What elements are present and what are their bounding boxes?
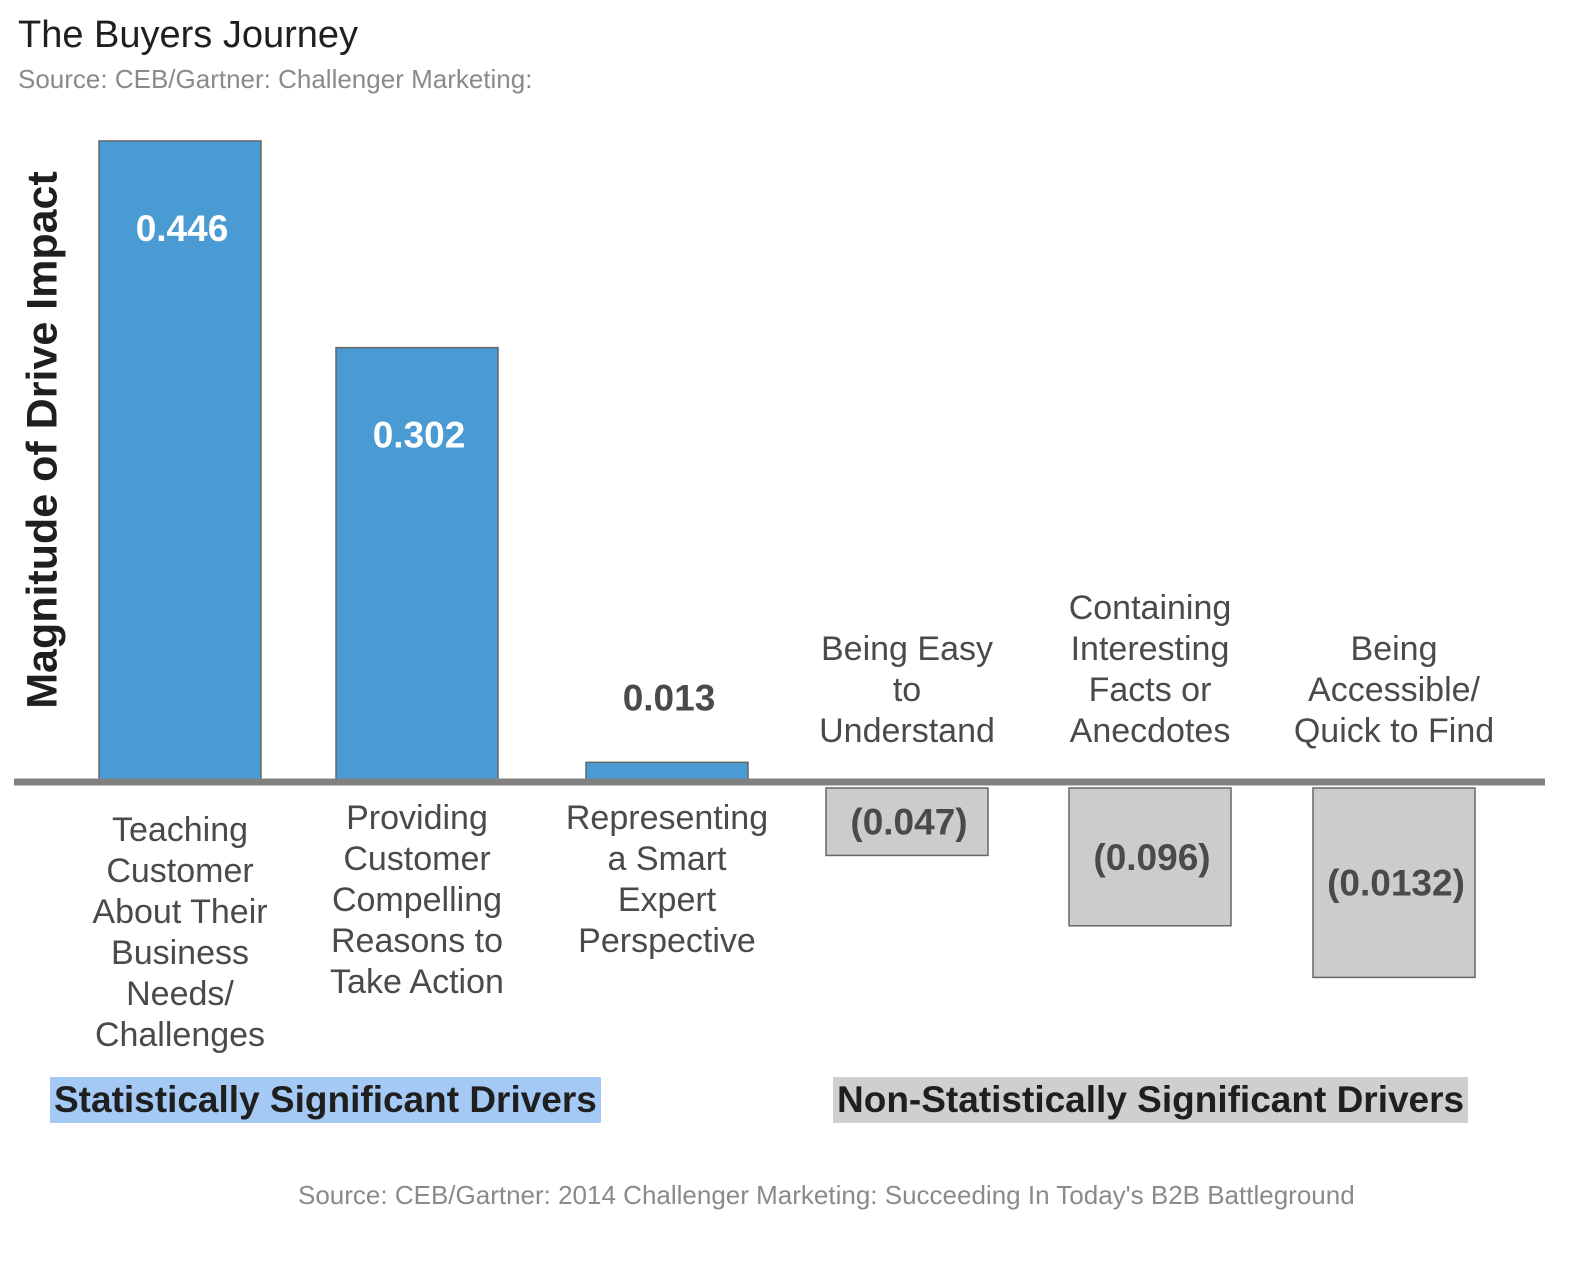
category-label: Providing Customer Compelling Reasons to Tak… <box>292 798 542 1003</box>
category-label: Representing a Smart Expert Perspective <box>542 798 792 962</box>
category-label-line: Quick to Find <box>1293 712 1495 750</box>
category-label-line: Understand <box>819 712 995 750</box>
category-label-line: to <box>892 671 922 709</box>
category-label-line: a Smart <box>607 840 727 878</box>
category-label-line: About Their <box>92 893 268 931</box>
category-label-line: Perspective <box>578 922 756 960</box>
chart-subtitle: Source: CEB/Gartner: Challenger Marketin… <box>18 64 533 94</box>
category-label-line: Reasons to <box>331 922 503 960</box>
category-label-line: Providing <box>346 799 488 837</box>
data-label: 0.446 <box>136 208 229 249</box>
category-label-line: Customer <box>343 840 491 878</box>
footer-source: Source: CEB/Gartner: 2014 Challenger Mar… <box>298 1180 1355 1210</box>
category-label-line: Customer <box>106 852 254 890</box>
category-label-line: Being <box>1350 630 1438 668</box>
category-label-line: Interesting <box>1070 630 1230 668</box>
data-label: (0.096) <box>1093 837 1210 878</box>
bar <box>825 787 989 857</box>
category-label-line: Facts or <box>1088 671 1212 709</box>
data-label: (0.047) <box>850 802 967 843</box>
category-label: Being Accessible/Quick to Find <box>1269 629 1519 752</box>
category-label-line: Accessible/ <box>1308 671 1480 709</box>
category-label: Containing Interesting Facts or Anecdotes <box>1025 588 1275 752</box>
data-label: 0.302 <box>373 415 466 456</box>
category-label-line: Compelling <box>331 881 503 919</box>
data-label: 0.013 <box>623 677 716 718</box>
category-label-line: Business <box>111 934 249 972</box>
category-label-line: Teaching <box>111 811 249 849</box>
category-label-line: Anecdotes <box>1069 712 1231 750</box>
bar <box>585 761 749 782</box>
group-label-significant: Statistically Significant Drivers <box>50 1077 601 1123</box>
group-label-non-significant: Non-Statistically Significant Drivers <box>833 1077 1469 1123</box>
category-label-line: Being Easy <box>821 630 993 668</box>
bar <box>98 140 262 782</box>
category-label-line: Containing <box>1068 589 1232 627</box>
bar <box>335 346 499 782</box>
category-label-line: Challenges <box>94 1016 266 1054</box>
category-label-line: Take Action <box>330 963 504 1001</box>
category-label: Teaching Customer About Their Business Needs… <box>55 810 305 1056</box>
bar <box>1068 787 1232 927</box>
data-label: (0.0132) <box>1327 863 1465 904</box>
category-label-line: Needs/ <box>126 975 234 1013</box>
category-label-line: Representing <box>565 799 769 837</box>
bar <box>1312 787 1476 979</box>
category-label: Being Easy to Understand <box>782 629 1032 752</box>
category-label-line: Expert <box>617 881 717 919</box>
chart-title: The Buyers Journey <box>18 14 359 56</box>
